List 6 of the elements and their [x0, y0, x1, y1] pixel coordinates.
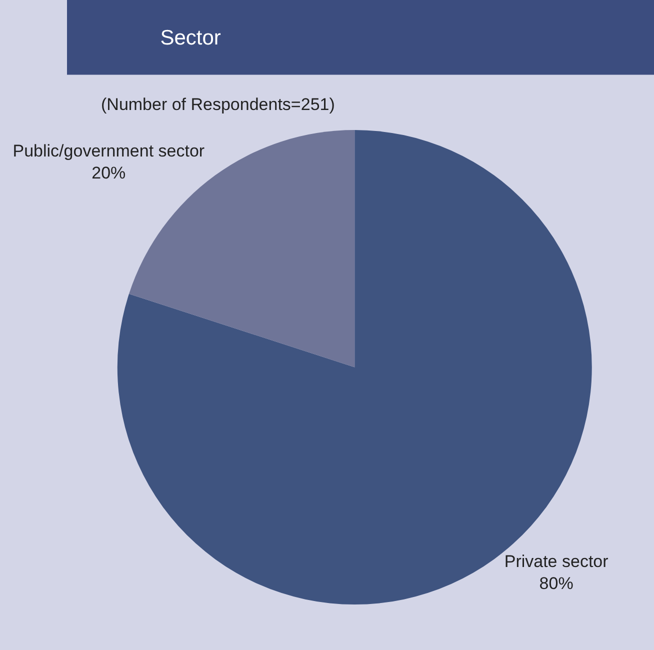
- chart-subtitle: (Number of Respondents=251): [101, 95, 335, 114]
- data-label: 80%: [539, 574, 574, 594]
- data-label: 20%: [92, 163, 126, 182]
- slice-label: Public/government sector: [12, 141, 205, 160]
- slice-label: Private sector: [504, 552, 609, 572]
- chart-title: Sector: [160, 26, 221, 50]
